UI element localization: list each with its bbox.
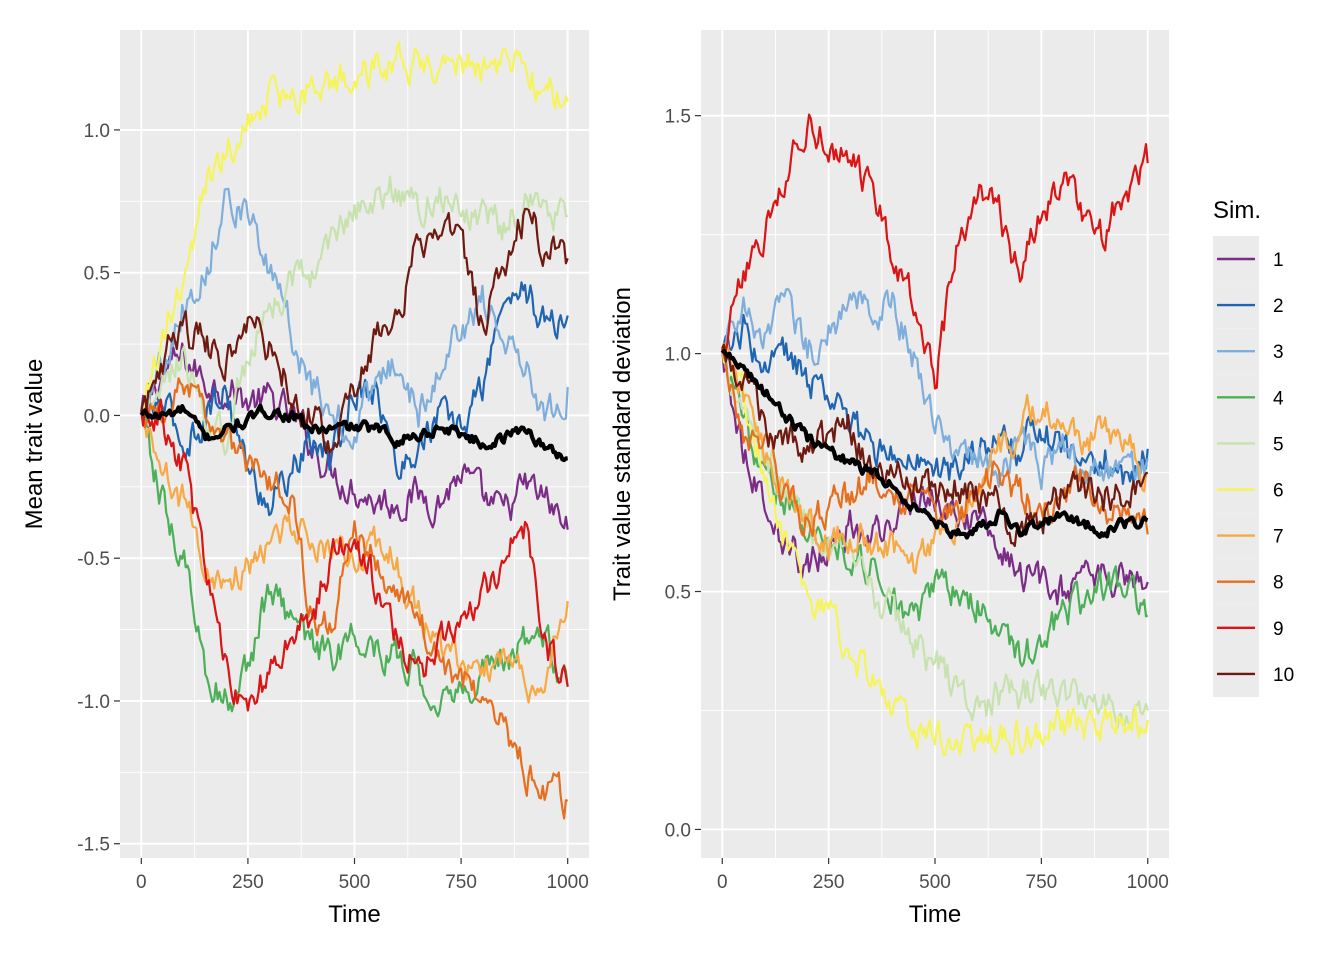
x-tick-label: 1000 (547, 872, 589, 893)
series-line-sim-3 (140, 187, 569, 450)
series-line-sim-10 (721, 343, 1149, 548)
y-tick-label: -1.5 (77, 835, 110, 856)
mean-line (139, 403, 568, 463)
x-tick-label: 0 (717, 872, 728, 893)
y-axis-title: Trait value standard deviation (609, 287, 636, 601)
x-tick-label: 500 (339, 872, 371, 893)
legend-label: 4 (1273, 388, 1284, 409)
legend-label: 1 (1273, 250, 1284, 271)
y-tick-label: 0.0 (84, 406, 110, 427)
x-axis-title: Time (328, 901, 380, 928)
axes: 0 250 500 750 1000 0.0 0.5 1.0 1.5 (665, 107, 1169, 893)
y-tick-label: 1.0 (84, 121, 110, 142)
legend-label: 2 (1273, 296, 1284, 317)
series-line-sim-10 (140, 207, 569, 455)
axes: 0 250 500 750 1000 -1.5 -1.0 -0.5 0.0 0.5 1.0 (77, 121, 589, 893)
legend-label: 6 (1273, 481, 1284, 502)
legend: Sim. 1 2 3 4 5 6 7 8 9 10 (1213, 197, 1294, 697)
legend-label: 10 (1273, 665, 1294, 686)
x-tick-label: 500 (919, 872, 951, 893)
legend-item-sim-6: 6 (1213, 466, 1284, 513)
series-line-sim-1 (140, 342, 569, 530)
legend-item-sim-10: 10 (1213, 650, 1294, 697)
y-tick-label: -0.5 (77, 549, 110, 570)
y-tick-label: 0.5 (665, 583, 691, 604)
x-tick-label: 750 (445, 872, 477, 893)
x-axis-title: Time (909, 901, 961, 928)
legend-label: 7 (1273, 527, 1284, 548)
legend-label: 3 (1273, 342, 1284, 363)
minor-gridlines (120, 30, 589, 858)
legend-item-sim-2: 2 (1213, 282, 1284, 329)
legend-item-sim-3: 3 (1213, 328, 1284, 375)
series-lines (140, 40, 569, 820)
series-line-sim-9 (721, 113, 1149, 390)
legend-item-sim-7: 7 (1213, 512, 1284, 559)
series-line-sim-9 (140, 398, 569, 712)
x-tick-label: 750 (1026, 872, 1058, 893)
series-line-sim-6 (140, 40, 569, 417)
legend-item-sim-9: 9 (1213, 604, 1284, 651)
legend-label: 8 (1273, 573, 1284, 594)
y-tick-label: -1.0 (77, 692, 110, 713)
legend-item-sim-4: 4 (1213, 374, 1284, 421)
legend-item-sim-5: 5 (1213, 420, 1284, 467)
y-tick-label: 0.5 (84, 264, 110, 285)
legend-label: 5 (1273, 434, 1284, 455)
major-gridlines (701, 30, 1169, 858)
legend-item-sim-8: 8 (1213, 558, 1284, 605)
y-axis-title: Mean trait value (21, 359, 48, 530)
mean-trait-panel: 0 250 500 750 1000 -1.5 -1.0 -0.5 0.0 0.5 1.0 Time M… (21, 30, 589, 928)
x-tick-label: 250 (232, 872, 264, 893)
mean-line (720, 348, 1149, 540)
y-tick-label: 1.5 (665, 107, 691, 128)
x-tick-label: 0 (136, 872, 147, 893)
series-line-sim-5 (140, 175, 569, 456)
y-tick-label: 0.0 (665, 820, 691, 841)
sd-trait-panel: 0 250 500 750 1000 0.0 0.5 1.0 1.5 Time Trait valu… (609, 30, 1169, 928)
legend-item-sim-1: 1 (1213, 236, 1284, 283)
series-line-sim-7 (140, 408, 569, 704)
series-line-sim-4 (721, 342, 1149, 668)
x-tick-label: 250 (813, 872, 845, 893)
legend-label: 9 (1273, 619, 1284, 640)
series-lines (721, 113, 1149, 757)
series-line-sim-8 (140, 377, 569, 820)
series-line-sim-2 (721, 313, 1149, 485)
legend-title: Sim. (1213, 197, 1261, 224)
x-tick-label: 1000 (1127, 872, 1169, 893)
y-tick-label: 1.0 (665, 345, 691, 366)
major-gridlines (120, 30, 589, 858)
series-line-sim-6 (721, 348, 1149, 757)
